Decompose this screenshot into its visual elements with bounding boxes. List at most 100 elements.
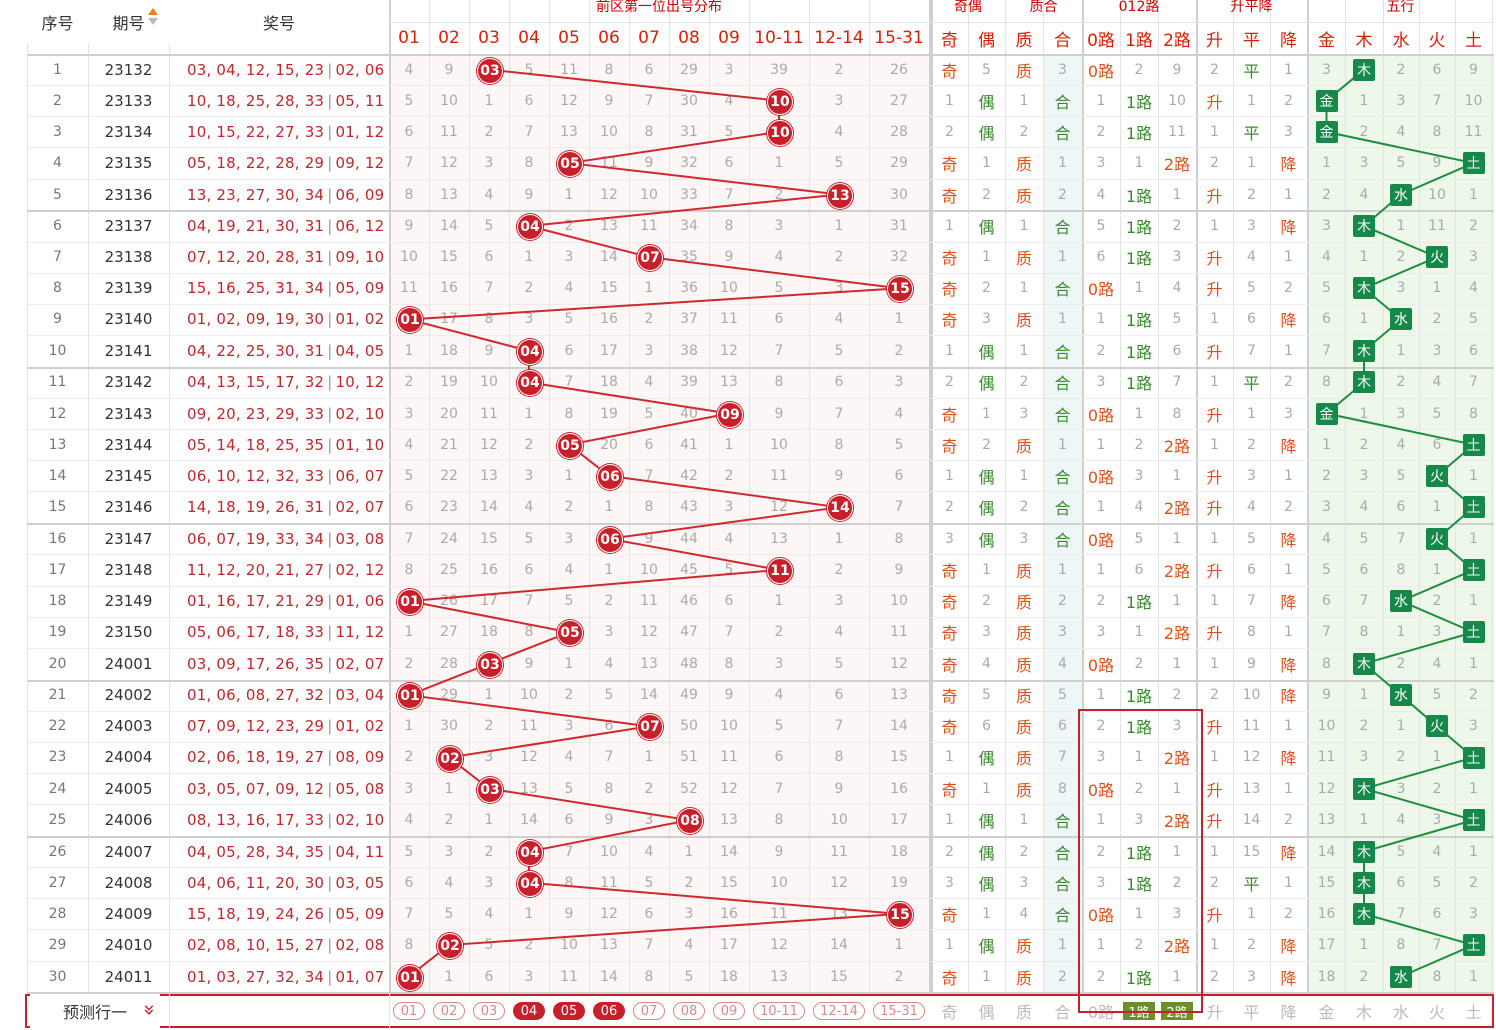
predict-option-08[interactable]: 08 xyxy=(673,1002,705,1020)
separator: | xyxy=(327,435,333,454)
element-miss-count: 6 xyxy=(1469,342,1478,359)
predict-option-element[interactable]: 木 xyxy=(1355,1003,1372,1022)
row-issue: 24002 xyxy=(104,686,153,705)
dist-miss-count: 10 xyxy=(770,874,788,891)
dist-ball: 02 xyxy=(437,933,463,960)
trend-cell: 降 xyxy=(1280,749,1297,769)
dist-miss-count: 1 xyxy=(404,718,414,735)
parity-cell: 3 xyxy=(945,874,954,891)
dist-miss-count: 5 xyxy=(774,280,784,297)
row-index: 25 xyxy=(48,812,67,829)
sort-icon[interactable] xyxy=(148,8,158,30)
predict-option-element[interactable]: 金 xyxy=(1318,1003,1335,1022)
dist-ball: 11 xyxy=(767,557,793,584)
element-marker: 土 xyxy=(1462,934,1485,957)
dist-miss-count: 1 xyxy=(564,467,574,484)
predict-option-prime[interactable]: 合 xyxy=(1054,1003,1071,1022)
dist-miss-count: 16 xyxy=(720,905,738,922)
header-issue[interactable]: 期号 xyxy=(88,0,169,44)
mod-cell: 1路 xyxy=(1125,249,1153,269)
predict-option-09[interactable]: 09 xyxy=(713,1002,745,1020)
dist-ball: 01 xyxy=(397,589,423,616)
prime-cell: 合 xyxy=(1054,874,1071,894)
predict-option-01[interactable]: 01 xyxy=(393,1002,425,1020)
dist-miss-count: 1 xyxy=(774,593,784,610)
predict-option-04[interactable]: 04 xyxy=(513,1002,545,1020)
dist-miss-count: 7 xyxy=(834,718,844,735)
element-miss-count: 3 xyxy=(1469,905,1478,922)
dist-miss-count: 9 xyxy=(524,186,534,203)
predict-option-07[interactable]: 07 xyxy=(633,1002,665,1020)
dist-miss-count: 12 xyxy=(560,92,578,109)
predict-option-element[interactable]: 水 xyxy=(1392,1003,1409,1022)
element-marker: 火 xyxy=(1426,715,1448,738)
predict-option-02[interactable]: 02 xyxy=(433,1002,465,1020)
grid-line xyxy=(27,460,1494,461)
dist-miss-count: 45 xyxy=(680,561,698,578)
predict-option-trend[interactable]: 升 xyxy=(1206,1003,1223,1022)
dist-miss-count: 8 xyxy=(604,61,614,78)
predict-option-parity[interactable]: 奇 xyxy=(941,1003,958,1022)
predict-option-parity[interactable]: 偶 xyxy=(978,1003,995,1022)
grid-line xyxy=(549,0,550,994)
element-miss-count: 7 xyxy=(1396,530,1406,547)
dist-miss-count: 50 xyxy=(680,718,698,735)
dist-miss-count: 21 xyxy=(440,436,458,453)
predict-option-10-11[interactable]: 10-11 xyxy=(753,1002,805,1020)
predict-option-prime[interactable]: 质 xyxy=(1015,1003,1032,1022)
dist-miss-count: 10 xyxy=(640,561,658,578)
parity-cell: 偶 xyxy=(978,874,995,894)
dist-miss-count: 3 xyxy=(524,311,534,328)
mod-cell: 2路 xyxy=(1163,937,1191,957)
predict-option-12-14[interactable]: 12-14 xyxy=(813,1002,865,1020)
trend-cell: 1 xyxy=(1284,780,1293,797)
dist-miss-count: 6 xyxy=(564,812,574,829)
row-issue: 23132 xyxy=(104,60,153,79)
trend-cell: 2 xyxy=(1284,374,1293,391)
mod-cell: 2 xyxy=(1096,593,1106,610)
dist-miss-count: 14 xyxy=(520,812,538,829)
dist-miss-count: 7 xyxy=(484,280,494,297)
predict-option-element[interactable]: 火 xyxy=(1428,1003,1445,1022)
trend-cell: 1 xyxy=(1210,217,1219,234)
predict-option-06[interactable]: 06 xyxy=(593,1002,625,1020)
mod-cell: 2 xyxy=(1096,342,1106,359)
predict-option-trend[interactable]: 平 xyxy=(1243,1003,1260,1022)
header-parity-0: 奇 xyxy=(941,30,958,51)
trend-cell: 2 xyxy=(1247,186,1256,203)
mod-cell: 10 xyxy=(1168,92,1186,109)
grid-line xyxy=(27,961,1494,962)
row-issue: 23145 xyxy=(104,466,153,485)
predict-option-trend[interactable]: 降 xyxy=(1280,1003,1297,1022)
element-miss-count: 1 xyxy=(1432,280,1442,297)
element-miss-count: 1 xyxy=(1396,342,1406,359)
predict-option-05[interactable]: 05 xyxy=(553,1002,585,1020)
element-miss-count: 4 xyxy=(1322,249,1331,266)
predict-option-element[interactable]: 土 xyxy=(1465,1003,1482,1022)
element-miss-count: 1 xyxy=(1469,530,1478,547)
mod-cell: 3 xyxy=(1096,749,1106,766)
dist-miss-count: 9 xyxy=(604,92,614,109)
prime-cell: 3 xyxy=(1058,61,1067,78)
element-miss-count: 1 xyxy=(1469,467,1478,484)
element-miss-count: 11 xyxy=(1428,217,1446,234)
predict-option-15-31[interactable]: 15-31 xyxy=(873,1002,925,1020)
element-miss-count: 3 xyxy=(1396,780,1406,797)
element-marker: 金 xyxy=(1315,89,1338,112)
predict-option-03[interactable]: 03 xyxy=(473,1002,505,1020)
element-miss-count: 8 xyxy=(1396,937,1406,954)
prime-cell: 1 xyxy=(1058,937,1067,954)
prime-cell: 1 xyxy=(1058,155,1067,172)
back-numbers: 06, 12 xyxy=(335,216,385,235)
dist-miss-count: 31 xyxy=(890,217,908,234)
dist-miss-count: 18 xyxy=(720,968,738,985)
parity-cell: 偶 xyxy=(978,843,995,863)
back-numbers: 03, 04 xyxy=(335,686,385,705)
prime-cell: 3 xyxy=(1058,624,1067,641)
row-index: 22 xyxy=(48,718,67,735)
row-numbers: 14, 18, 19, 26, 31 | 02, 07 xyxy=(169,491,389,523)
mod-cell: 0路 xyxy=(1087,780,1115,800)
header-front-7: 08 xyxy=(678,28,700,48)
mod-cell: 1路 xyxy=(1125,593,1153,613)
element-miss-count: 6 xyxy=(1322,593,1331,610)
